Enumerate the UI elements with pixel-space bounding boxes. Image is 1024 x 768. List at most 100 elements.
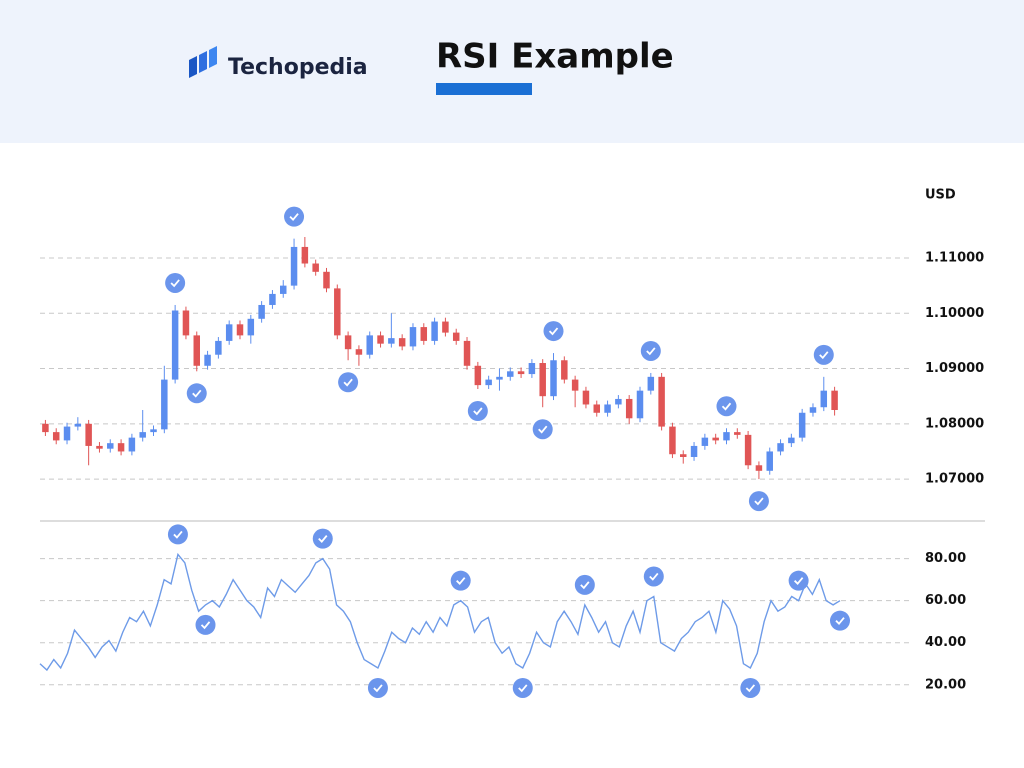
candle-body	[669, 426, 676, 455]
marker	[830, 610, 850, 631]
y-tick-label: 60.00	[925, 593, 966, 608]
marker-check	[518, 684, 528, 693]
marker-check	[456, 577, 466, 586]
candle-body	[701, 437, 709, 446]
candle-body	[690, 445, 698, 457]
candle-body	[820, 390, 828, 408]
marker	[367, 677, 388, 698]
marker	[716, 396, 737, 417]
marker	[813, 344, 834, 365]
y-tick-label: 1.11000	[925, 250, 984, 265]
candle-body	[625, 398, 633, 419]
candle-body	[604, 404, 611, 413]
marker	[643, 566, 664, 587]
candle-body	[312, 263, 319, 272]
candle-body	[377, 335, 384, 344]
marker-check	[754, 497, 764, 506]
y-tick-label: 1.07000	[925, 472, 984, 487]
candle-body	[204, 354, 211, 366]
candle-body	[734, 432, 741, 435]
candle-body	[323, 271, 330, 289]
candle-body	[366, 335, 373, 355]
candle-body	[409, 327, 417, 347]
candle-body	[420, 327, 428, 341]
candle-body	[755, 465, 763, 471]
candle-body	[128, 437, 136, 452]
marker	[450, 570, 471, 591]
candle-body	[550, 360, 557, 397]
marker	[748, 491, 769, 512]
candle-body	[161, 379, 168, 430]
marker-check	[819, 351, 829, 360]
candle-body	[680, 454, 687, 457]
y-tick-label: 80.00	[925, 551, 966, 566]
candle-body	[798, 412, 806, 438]
candle-body	[236, 324, 244, 336]
candle-body	[723, 432, 730, 441]
candle-body	[63, 426, 71, 441]
marker-check	[318, 535, 328, 543]
marker	[512, 677, 533, 698]
marker-check	[548, 327, 559, 336]
marker-check	[835, 617, 845, 626]
candle-body	[388, 338, 395, 344]
candle-body	[247, 318, 255, 336]
marker	[467, 400, 488, 421]
candle-body	[171, 310, 179, 380]
marker	[740, 677, 761, 698]
candle-body	[431, 321, 438, 341]
marker	[165, 272, 186, 293]
marker-check	[649, 572, 659, 581]
candle-body	[442, 321, 449, 333]
marker-check	[793, 577, 804, 586]
marker-check	[192, 389, 202, 398]
candle-body	[398, 338, 406, 347]
marker-check	[173, 530, 183, 539]
y-tick-label: 1.08000	[925, 416, 984, 431]
candle-body	[193, 335, 200, 366]
marker	[195, 614, 216, 635]
page-title: RSI Example	[436, 37, 674, 77]
candle-body	[258, 304, 265, 319]
candle-body	[561, 360, 568, 380]
marker-check	[473, 407, 483, 416]
candle-body	[712, 437, 719, 441]
marker-check	[200, 621, 211, 630]
candle-body	[744, 434, 752, 466]
rsi-line	[39, 552, 841, 672]
marker	[186, 383, 207, 404]
candle-body	[517, 371, 525, 375]
candle-body	[831, 390, 838, 410]
candle-body	[582, 390, 590, 405]
marker	[543, 321, 564, 342]
candle-body	[593, 404, 600, 413]
candle-body	[52, 432, 60, 441]
candle-body	[452, 332, 460, 341]
candle-body	[301, 246, 309, 264]
marker-check	[538, 425, 548, 434]
candle-body	[496, 376, 503, 380]
marker	[312, 528, 333, 549]
candle-body	[42, 423, 49, 433]
candle-body	[485, 379, 492, 386]
y-tick-label: 40.00	[925, 635, 966, 650]
candle-body	[96, 445, 103, 449]
title-underline	[436, 83, 532, 95]
candle-body	[280, 285, 287, 294]
candle-body	[215, 340, 222, 355]
logo-icon	[189, 46, 217, 78]
candle-body	[139, 432, 146, 438]
marker-check	[580, 581, 590, 590]
candle-body	[74, 423, 82, 427]
candle-body	[334, 288, 341, 336]
marker	[338, 372, 359, 393]
candle-body	[474, 365, 482, 386]
candle-body	[355, 349, 363, 355]
candle-body	[809, 407, 817, 413]
candle-body	[615, 398, 622, 405]
marker-check	[343, 378, 353, 387]
marker-check	[646, 347, 656, 356]
candle-body	[766, 451, 773, 471]
